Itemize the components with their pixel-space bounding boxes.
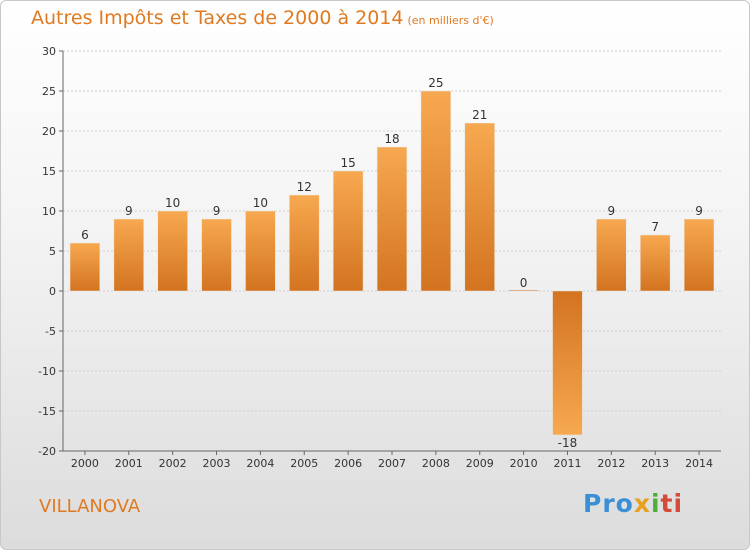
bar-2003 bbox=[201, 218, 232, 292]
x-tick-label: 2010 bbox=[510, 457, 538, 470]
data-label-2012: 9 bbox=[608, 204, 616, 218]
logo-part-3: i bbox=[650, 489, 661, 518]
data-label-2008: 25 bbox=[428, 76, 443, 90]
y-tick-label: 0 bbox=[49, 285, 56, 298]
y-tick-label: -15 bbox=[38, 405, 56, 418]
x-tick-label: 2007 bbox=[378, 457, 406, 470]
bar-2001 bbox=[113, 218, 144, 292]
logo-part-4: ti bbox=[660, 489, 684, 518]
x-tick-label: 2006 bbox=[334, 457, 362, 470]
y-tick-label: 25 bbox=[42, 85, 56, 98]
data-label-2000: 6 bbox=[81, 228, 89, 242]
bar-2009 bbox=[464, 122, 495, 292]
bar-2010 bbox=[508, 289, 539, 292]
bar-2011 bbox=[552, 290, 583, 436]
data-label-2002: 10 bbox=[165, 196, 180, 210]
data-label-2011: -18 bbox=[558, 436, 578, 450]
y-tick-label: 15 bbox=[42, 165, 56, 178]
bar-2013 bbox=[640, 234, 671, 292]
logo-part-2: x bbox=[633, 489, 651, 518]
data-label-2014: 9 bbox=[695, 204, 703, 218]
bar-2002 bbox=[157, 210, 188, 292]
y-tick-label: -20 bbox=[38, 445, 56, 458]
x-tick-label: 2001 bbox=[115, 457, 143, 470]
x-tick-label: 2008 bbox=[422, 457, 450, 470]
bar-2004 bbox=[245, 210, 276, 292]
data-label-2013: 7 bbox=[651, 220, 659, 234]
x-tick-label: 2005 bbox=[290, 457, 318, 470]
data-label-2001: 9 bbox=[125, 204, 133, 218]
proxiti-logo: Proxiti bbox=[583, 489, 683, 518]
y-tick-label: -10 bbox=[38, 365, 56, 378]
data-label-2005: 12 bbox=[297, 180, 312, 194]
x-tick-label: 2004 bbox=[246, 457, 274, 470]
chart-subtitle: (en milliers d'€) bbox=[407, 14, 494, 27]
bar-2007 bbox=[376, 146, 408, 292]
data-label-2004: 10 bbox=[253, 196, 268, 210]
bar-2008 bbox=[420, 90, 452, 292]
x-tick-label: 2002 bbox=[159, 457, 187, 470]
place-name: VILLANOVA bbox=[39, 496, 141, 517]
x-tick-label: 2013 bbox=[641, 457, 669, 470]
bar-2000 bbox=[69, 242, 101, 292]
data-label-2003: 9 bbox=[213, 204, 221, 218]
x-tick-label: 2012 bbox=[597, 457, 625, 470]
chart-title: Autres Impôts et Taxes de 2000 à 2014 (en… bbox=[31, 7, 494, 29]
data-label-2007: 18 bbox=[384, 132, 399, 146]
data-label-2006: 15 bbox=[340, 156, 355, 170]
y-tick-label: 10 bbox=[42, 205, 56, 218]
x-tick-label: 2003 bbox=[203, 457, 231, 470]
data-label-2009: 21 bbox=[472, 108, 487, 122]
x-tick-label: 2000 bbox=[71, 457, 99, 470]
data-label-2010: 0 bbox=[520, 276, 528, 290]
y-tick-label: 20 bbox=[42, 125, 56, 138]
bar-2006 bbox=[332, 170, 364, 292]
chart-title-text: Autres Impôts et Taxes de 2000 à 2014 bbox=[31, 7, 404, 29]
x-tick-label: 2009 bbox=[466, 457, 494, 470]
bar-2012 bbox=[596, 218, 627, 292]
bar-2014 bbox=[683, 218, 715, 292]
logo-part-1: Pro bbox=[583, 489, 634, 518]
y-tick-label: 30 bbox=[42, 45, 56, 58]
x-tick-label: 2011 bbox=[553, 457, 581, 470]
y-tick-label: 5 bbox=[49, 245, 56, 258]
bar-2005 bbox=[289, 194, 320, 292]
x-tick-label: 2014 bbox=[685, 457, 713, 470]
y-tick-label: -5 bbox=[45, 325, 56, 338]
